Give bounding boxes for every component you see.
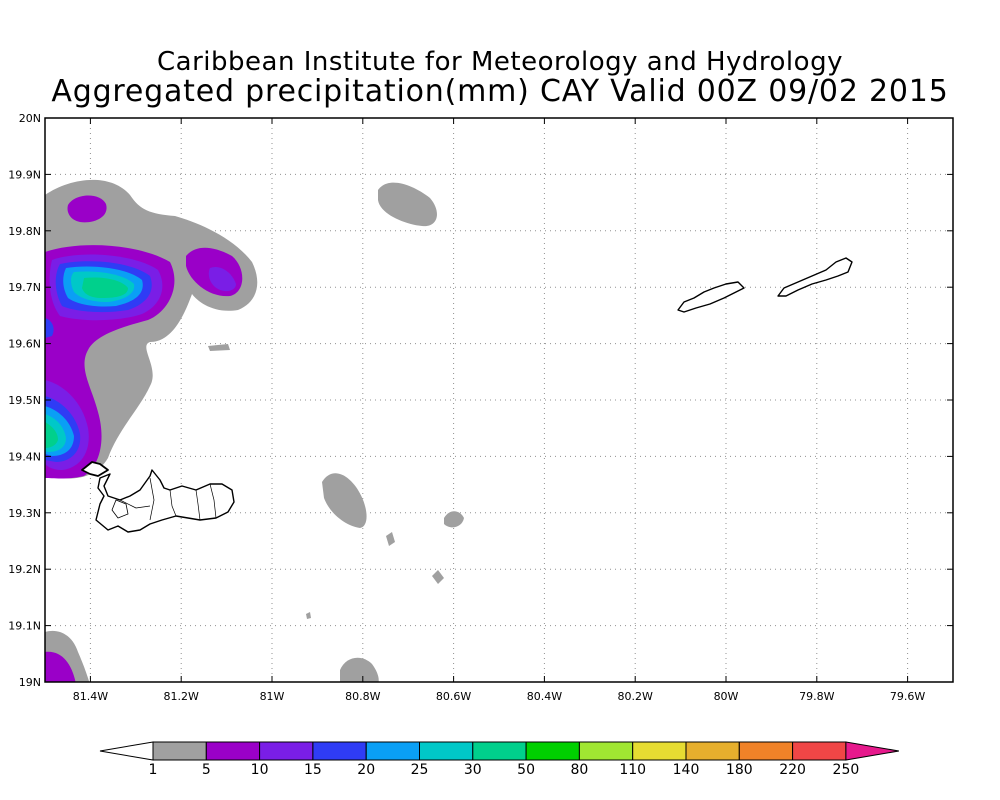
precipitation-field bbox=[45, 179, 464, 682]
lat-tick-label: 19.9N bbox=[8, 168, 41, 181]
lon-tick-label: 80W bbox=[714, 690, 739, 703]
lat-tick-label: 19.1N bbox=[8, 620, 41, 633]
lat-tick-label: 20N bbox=[19, 112, 41, 125]
colorbar-level-label: 25 bbox=[411, 762, 429, 778]
lat-tick-label: 19.3N bbox=[8, 507, 41, 520]
colorbar-level-label: 140 bbox=[673, 762, 700, 778]
grand-cayman-north-sound bbox=[111, 499, 129, 519]
grand-cayman-west-point bbox=[81, 461, 109, 477]
colorbar-swatch bbox=[205, 741, 261, 761]
axis-ticks: 81.4W 81.2W 81W 80.8W 80.6W 80.4W 80.2W 80W 79.8… bbox=[8, 112, 953, 703]
lat-tick-label: 19.6N bbox=[8, 338, 41, 351]
colorbar-swatch bbox=[792, 741, 847, 761]
lon-tick-label: 80.4W bbox=[527, 690, 562, 703]
colorbar-swatch bbox=[632, 741, 687, 761]
lon-tick-label: 80.8W bbox=[345, 690, 380, 703]
colorbar-below-triangle bbox=[99, 741, 154, 761]
colorbar-level-label: 80 bbox=[570, 762, 588, 778]
colorbar-swatch bbox=[312, 741, 367, 761]
colorbar-swatch bbox=[419, 741, 474, 761]
lat-tick-label: 19.4N bbox=[8, 450, 41, 463]
lon-tick-label: 80.6W bbox=[436, 690, 471, 703]
map-grid bbox=[45, 118, 953, 682]
colorbar-level-label: 250 bbox=[833, 762, 860, 778]
colorbar-swatch bbox=[365, 741, 421, 761]
lon-tick-label: 81W bbox=[260, 690, 285, 703]
precipitation-colorbar: 1 5 10 15 20 25 30 50 80 110 140 180 220 250 bbox=[99, 741, 899, 778]
lon-tick-label: 80.2W bbox=[618, 690, 653, 703]
colorbar-swatch bbox=[525, 741, 580, 761]
colorbar-level-label: 220 bbox=[779, 762, 806, 778]
lon-tick-label: 81.4W bbox=[73, 690, 108, 703]
colorbar-level-label: 30 bbox=[464, 762, 482, 778]
colorbar-swatch bbox=[685, 741, 740, 761]
colorbar-swatch bbox=[738, 741, 794, 761]
lon-tick-label: 81.2W bbox=[164, 690, 199, 703]
colorbar-level-label: 110 bbox=[619, 762, 646, 778]
colorbar-swatch bbox=[152, 741, 207, 761]
colorbar-swatch bbox=[472, 741, 527, 761]
cayman-brac-island bbox=[777, 257, 853, 297]
colorbar-level-label: 5 bbox=[202, 762, 211, 778]
lat-tick-label: 19.8N bbox=[8, 225, 41, 238]
colorbar-swatch bbox=[259, 741, 314, 761]
title-product: Aggregated precipitation(mm) CAY Valid 0… bbox=[51, 74, 949, 109]
lon-tick-label: 79.6W bbox=[890, 690, 925, 703]
colorbar-level-label: 180 bbox=[726, 762, 753, 778]
lat-tick-label: 19.5N bbox=[8, 394, 41, 407]
colorbar-level-label: 1 bbox=[149, 762, 158, 778]
colorbar-level-label: 10 bbox=[251, 762, 269, 778]
little-cayman-island bbox=[677, 281, 745, 313]
colorbar-above-triangle bbox=[845, 741, 899, 761]
lat-tick-label: 19.2N bbox=[8, 563, 41, 576]
map-frame bbox=[44, 117, 954, 683]
lon-tick-label: 79.8W bbox=[799, 690, 834, 703]
map-title-block: Caribbean Institute for Meteorology and … bbox=[0, 48, 1000, 108]
colorbar-level-label: 15 bbox=[304, 762, 322, 778]
colorbar-swatch bbox=[578, 741, 634, 761]
title-institute: Caribbean Institute for Meteorology and … bbox=[157, 47, 843, 77]
lat-tick-label: 19.7N bbox=[8, 281, 41, 294]
colorbar-level-label: 20 bbox=[357, 762, 375, 778]
coastline-layer bbox=[81, 257, 853, 533]
precip-shading-30mm bbox=[45, 277, 128, 448]
lat-tick-label: 19N bbox=[19, 676, 41, 689]
grand-cayman-districts bbox=[119, 477, 217, 521]
colorbar-level-label: 50 bbox=[517, 762, 535, 778]
